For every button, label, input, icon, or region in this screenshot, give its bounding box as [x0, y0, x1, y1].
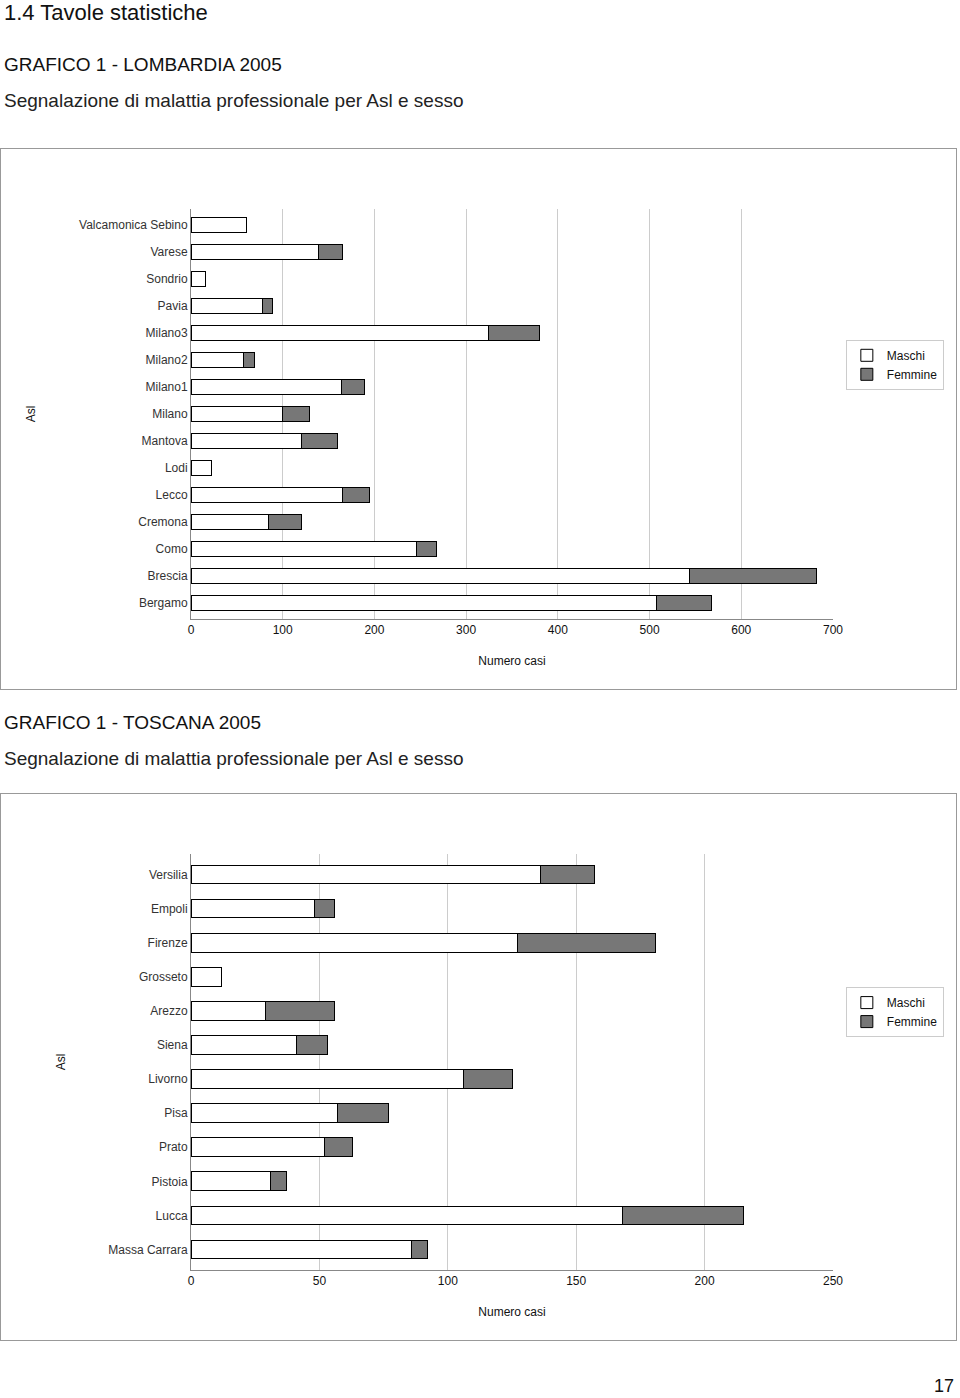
svg-text:Asl: Asl	[24, 406, 38, 423]
svg-text:Maschi: Maschi	[887, 349, 925, 363]
svg-text:Milano3: Milano3	[146, 326, 188, 340]
svg-text:Asl: Asl	[54, 1054, 68, 1071]
svg-text:Livorno: Livorno	[148, 1072, 188, 1086]
svg-text:600: 600	[731, 623, 751, 637]
svg-text:Massa Carrara: Massa Carrara	[108, 1243, 188, 1257]
html-text:1.4 Tavole statistiche: 1.4 Tavole statistiche	[4, 0, 208, 25]
html-text:GRAFICO 1 - TOSCANA 2005: GRAFICO 1 - TOSCANA 2005	[4, 712, 261, 733]
svg-text:Numero casi: Numero casi	[478, 654, 545, 668]
svg-text:Femmine: Femmine	[887, 1015, 937, 1029]
svg-text:250: 250	[823, 1274, 843, 1288]
svg-text:Milano2: Milano2	[146, 353, 188, 367]
svg-text:Valcamonica Sebino: Valcamonica Sebino	[79, 218, 188, 232]
html-text:17: 17	[934, 1376, 954, 1396]
svg-text:Cremona: Cremona	[138, 515, 188, 529]
svg-text:Lecco: Lecco	[156, 488, 188, 502]
svg-text:150: 150	[566, 1274, 586, 1288]
svg-text:0: 0	[188, 1274, 195, 1288]
svg-text:Varese: Varese	[150, 245, 187, 259]
svg-text:Arezzo: Arezzo	[150, 1004, 188, 1018]
svg-text:500: 500	[640, 623, 660, 637]
svg-text:Firenze: Firenze	[148, 936, 188, 950]
svg-text:Empoli: Empoli	[151, 902, 188, 916]
svg-text:300: 300	[456, 623, 476, 637]
svg-text:50: 50	[313, 1274, 327, 1288]
svg-text:100: 100	[438, 1274, 458, 1288]
svg-text:Versilia: Versilia	[149, 868, 188, 882]
svg-text:100: 100	[273, 623, 293, 637]
svg-text:Grosseto: Grosseto	[139, 970, 188, 984]
svg-text:Maschi: Maschi	[887, 996, 925, 1010]
svg-text:Pavia: Pavia	[158, 299, 188, 313]
svg-text:Mantova: Mantova	[142, 434, 188, 448]
svg-text:Siena: Siena	[157, 1038, 188, 1052]
svg-text:Prato: Prato	[159, 1140, 188, 1154]
svg-text:200: 200	[364, 623, 384, 637]
svg-text:0: 0	[188, 623, 195, 637]
svg-text:700: 700	[823, 623, 843, 637]
svg-text:Milano1: Milano1	[146, 380, 188, 394]
svg-text:Sondrio: Sondrio	[146, 272, 188, 286]
svg-text:Pistoia: Pistoia	[152, 1175, 188, 1189]
svg-text:Pisa: Pisa	[164, 1106, 188, 1120]
html-text:GRAFICO 1 - LOMBARDIA 2005: GRAFICO 1 - LOMBARDIA 2005	[4, 54, 282, 75]
svg-text:Numero casi: Numero casi	[478, 1305, 545, 1319]
svg-text:Lucca: Lucca	[156, 1209, 188, 1223]
svg-text:Milano: Milano	[152, 407, 188, 421]
svg-text:Bergamo: Bergamo	[139, 596, 188, 610]
html-text:Segnalazione di malattia profe: Segnalazione di malattia professionale p…	[4, 90, 464, 111]
svg-text:400: 400	[548, 623, 568, 637]
svg-text:Femmine: Femmine	[887, 368, 937, 382]
html-text:Segnalazione di malattia profe: Segnalazione di malattia professionale p…	[4, 748, 464, 769]
svg-text:Como: Como	[156, 542, 188, 556]
svg-text:Lodi: Lodi	[165, 461, 188, 475]
svg-text:200: 200	[695, 1274, 715, 1288]
svg-text:Brescia: Brescia	[148, 569, 188, 583]
